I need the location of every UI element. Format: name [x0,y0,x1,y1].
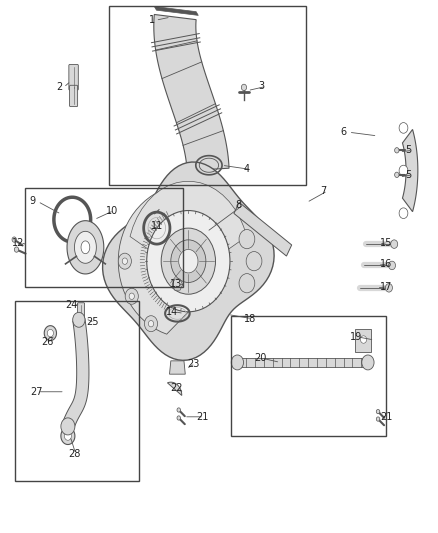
Text: 16: 16 [380,259,392,269]
Text: 6: 6 [341,127,347,137]
Text: 13: 13 [170,279,182,288]
Circle shape [145,316,158,332]
Circle shape [125,288,138,304]
Text: 22: 22 [170,383,183,393]
Circle shape [362,355,374,370]
Bar [109,6,306,185]
Circle shape [399,165,408,176]
Polygon shape [234,203,292,256]
Circle shape [399,208,408,219]
FancyBboxPatch shape [69,64,78,90]
Polygon shape [73,316,80,324]
Circle shape [73,312,85,327]
Circle shape [385,284,392,292]
Polygon shape [64,432,71,440]
Circle shape [239,230,255,249]
Text: 28: 28 [68,449,80,459]
Polygon shape [61,427,75,445]
Polygon shape [172,279,183,290]
Polygon shape [355,329,371,352]
Polygon shape [81,241,90,254]
Circle shape [376,409,380,414]
Polygon shape [44,326,57,341]
Polygon shape [237,358,368,367]
Circle shape [171,240,206,282]
Text: 20: 20 [254,353,266,363]
Bar [25,188,183,287]
Polygon shape [130,181,247,256]
Text: 18: 18 [244,314,257,324]
Circle shape [12,237,16,242]
Text: 23: 23 [187,359,200,368]
Text: 24: 24 [65,300,77,310]
Text: 3: 3 [258,82,265,91]
Circle shape [14,247,19,252]
Text: 1: 1 [149,15,155,25]
Bar [231,316,386,436]
Text: 25: 25 [87,318,99,327]
Text: 27: 27 [30,387,42,397]
Polygon shape [154,14,229,171]
Circle shape [61,418,75,435]
Text: 17: 17 [380,282,392,292]
Circle shape [399,123,408,133]
Polygon shape [74,231,96,263]
Circle shape [376,417,380,421]
Text: 21: 21 [380,412,392,422]
Polygon shape [62,318,89,430]
Circle shape [246,252,262,271]
Circle shape [360,336,367,343]
Circle shape [241,84,247,91]
Circle shape [118,253,131,269]
Circle shape [395,172,399,177]
Text: 2: 2 [56,83,62,92]
Text: 21: 21 [196,412,208,422]
Polygon shape [118,188,201,334]
Circle shape [148,320,154,327]
Circle shape [122,258,127,264]
Polygon shape [170,361,185,374]
Text: 8: 8 [236,200,242,209]
Circle shape [231,355,244,370]
Text: 19: 19 [350,332,362,342]
Text: 14: 14 [166,307,179,317]
Circle shape [147,211,230,312]
Text: 12: 12 [12,238,25,247]
Circle shape [161,228,215,294]
Circle shape [129,293,134,300]
Text: 10: 10 [106,206,118,215]
Circle shape [239,273,255,293]
Text: 15: 15 [380,238,392,247]
Polygon shape [102,162,274,360]
Polygon shape [403,130,418,212]
Text: 26: 26 [42,337,54,347]
Text: 7: 7 [320,186,326,196]
Polygon shape [67,221,104,274]
Circle shape [389,261,396,270]
Polygon shape [154,6,198,15]
FancyBboxPatch shape [70,85,78,107]
Bar [15,301,139,481]
FancyBboxPatch shape [78,303,85,321]
Circle shape [177,416,180,420]
Text: 9: 9 [30,197,36,206]
Polygon shape [167,382,182,395]
Text: 11: 11 [151,221,163,231]
Circle shape [179,249,198,273]
Text: 5: 5 [405,146,411,155]
Circle shape [395,148,399,153]
Circle shape [391,240,398,248]
Polygon shape [47,329,53,337]
Text: 5: 5 [405,170,411,180]
Circle shape [177,408,180,412]
Text: 4: 4 [243,165,249,174]
